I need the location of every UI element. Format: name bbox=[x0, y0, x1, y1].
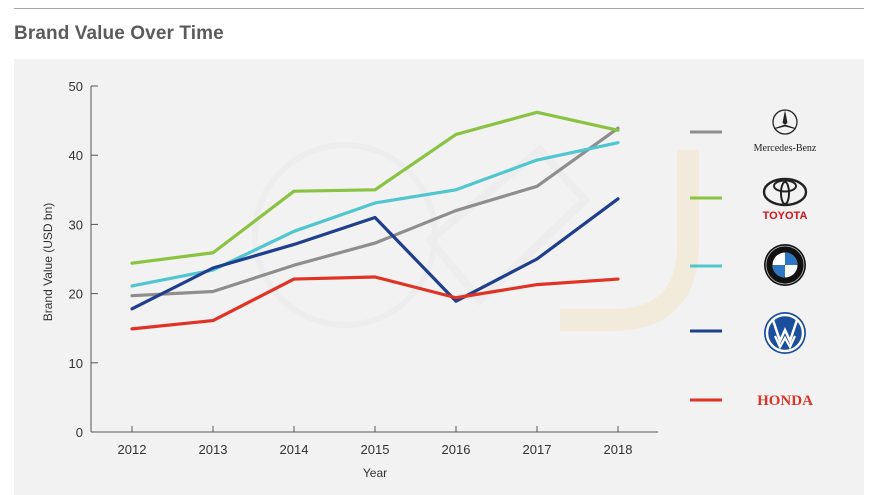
series-line-3 bbox=[130, 197, 620, 311]
y-tick-label: 50 bbox=[69, 79, 83, 94]
series-line-4 bbox=[130, 275, 620, 331]
y-tick-label: 20 bbox=[69, 287, 83, 302]
bmw-logo-icon bbox=[764, 244, 806, 286]
y-axis-label: Brand Value (USD bn) bbox=[41, 203, 55, 322]
chart-title: Brand Value Over Time bbox=[14, 23, 224, 44]
toyota-logo-icon: TOYOTA bbox=[763, 177, 808, 222]
y-tick-label: 40 bbox=[69, 148, 83, 163]
legend-label-toyota: TOYOTA bbox=[763, 210, 808, 222]
x-tick-label: 2013 bbox=[199, 442, 228, 457]
legend-label-mercedes: Mercedes-Benz bbox=[754, 143, 817, 154]
y-tick-label: 10 bbox=[69, 356, 83, 371]
volkswagen-logo-icon bbox=[764, 312, 806, 354]
series-line-0 bbox=[130, 126, 620, 298]
top-divider bbox=[14, 8, 864, 9]
x-tick-label: 2017 bbox=[523, 442, 552, 457]
x-tick-label: 2018 bbox=[604, 442, 633, 457]
chart-panel bbox=[14, 59, 864, 495]
series-line-2 bbox=[130, 141, 620, 288]
x-tick-label: 2016 bbox=[442, 442, 471, 457]
x-axis-label: Year bbox=[363, 466, 387, 480]
series-line-1 bbox=[130, 110, 620, 265]
x-tick-label: 2015 bbox=[361, 442, 390, 457]
legend-label-honda: HONDA bbox=[757, 393, 813, 409]
y-tick-label: 30 bbox=[69, 217, 83, 232]
y-tick-label: 0 bbox=[76, 425, 83, 440]
watermark bbox=[252, 142, 699, 331]
x-tick-label: 2012 bbox=[118, 442, 147, 457]
x-tick-label: 2014 bbox=[280, 442, 309, 457]
mercedes-benz-logo-icon: Mercedes-Benz bbox=[754, 109, 817, 154]
legend: Mercedes-Benz TOYOTA HONDA bbox=[690, 109, 817, 409]
